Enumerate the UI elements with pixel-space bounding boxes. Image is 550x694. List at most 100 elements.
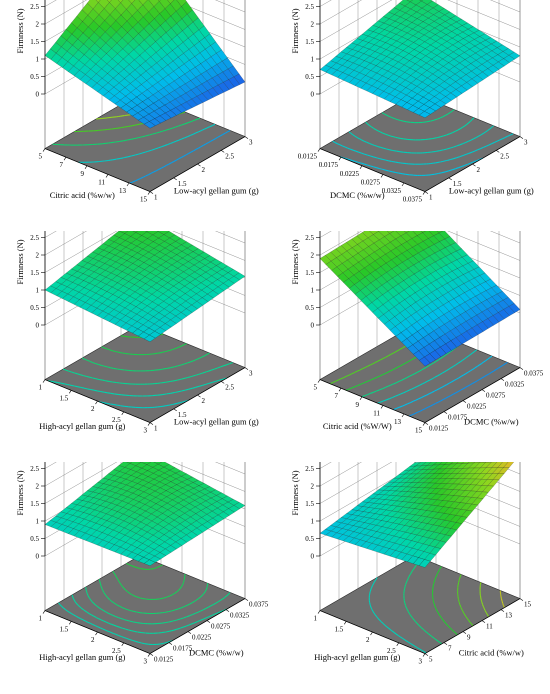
contour-segment	[169, 403, 173, 406]
left-tick-label: 1.5	[335, 625, 344, 633]
right-tick	[462, 400, 467, 403]
left-tick	[422, 422, 426, 426]
contour-segment	[102, 589, 105, 593]
contour-segment	[164, 641, 168, 644]
contour-segment	[351, 386, 355, 389]
contour-segment	[434, 172, 439, 175]
contour-segment	[374, 376, 378, 379]
contour-segment	[371, 608, 374, 612]
contour-segment	[479, 363, 482, 366]
contour-segment	[412, 617, 414, 620]
contour-segment	[206, 352, 210, 355]
right-tick-label: 0.0125	[154, 656, 174, 664]
contour-segment	[100, 390, 105, 393]
contour-segment	[414, 620, 416, 622]
contour-segment	[451, 365, 454, 369]
contour-segment	[367, 364, 371, 367]
contour-segment	[153, 170, 157, 173]
contour-segment	[485, 358, 489, 362]
left-tick-label: 13	[119, 187, 127, 195]
surface-chart-2: 00.511.522.53Firmness (N)0.01250.01750.0…	[290, 0, 534, 204]
contour-segment	[414, 411, 418, 415]
contour-segment	[402, 173, 406, 175]
left-tick-label: 9	[81, 170, 85, 178]
left-tick-label: 3	[144, 427, 148, 435]
contour-segment	[456, 144, 461, 147]
contour-segment	[179, 378, 182, 381]
contour-segment	[407, 402, 411, 405]
contour-segment	[370, 607, 373, 610]
contour-segment	[376, 375, 381, 378]
contour-segment	[120, 115, 125, 117]
contour-segment	[220, 134, 224, 137]
contour-segment	[97, 390, 101, 393]
contour-segment	[411, 373, 415, 376]
contour-segment	[487, 357, 491, 360]
contour-segment	[432, 584, 435, 587]
contour-segment	[54, 381, 58, 384]
contour-segment	[154, 566, 158, 570]
contour-segment	[374, 579, 377, 582]
contour-segment	[105, 611, 107, 613]
contour-segment	[410, 572, 412, 574]
contour-segment	[394, 117, 398, 121]
right-tick	[424, 422, 429, 425]
contour-segment	[148, 149, 152, 152]
contour-segment	[388, 170, 393, 173]
contour-segment	[185, 624, 190, 627]
z-tick-label: 0.5	[305, 304, 314, 312]
contour-segment	[191, 622, 194, 625]
contour-segment	[420, 626, 424, 630]
contour-segment	[358, 161, 362, 164]
contour-segment	[346, 374, 350, 377]
contour-segment	[468, 353, 471, 356]
contour-segment	[113, 572, 116, 576]
contour-segment	[477, 378, 481, 382]
contour-segment	[379, 131, 383, 134]
contour-segment	[459, 576, 461, 579]
contour-segment	[93, 389, 98, 392]
contour-segment	[384, 385, 389, 389]
contour-segment	[446, 368, 450, 371]
contour-segment	[175, 125, 178, 128]
z-axis-label: Firmness (N)	[290, 239, 300, 284]
contour-segment	[190, 133, 194, 136]
contour-segment	[448, 350, 452, 354]
contour-segment	[396, 150, 400, 153]
z-tick-label: 0	[36, 553, 40, 561]
contour-segment	[89, 622, 93, 625]
response-surface	[44, 0, 246, 129]
contour-segment	[386, 148, 390, 151]
contour-segment	[414, 565, 417, 568]
contour-segment	[211, 368, 215, 371]
contour-segment	[425, 631, 429, 635]
contour-segment	[178, 157, 182, 160]
left-axis-line	[319, 610, 426, 654]
contour-segment	[107, 597, 110, 600]
contour-segment	[106, 402, 111, 405]
contour-segment	[390, 135, 395, 138]
contour-segment	[223, 364, 227, 367]
contour-segment	[361, 139, 365, 142]
contour-segment	[202, 383, 206, 386]
contour-segment	[461, 608, 463, 611]
surface-cell	[132, 231, 139, 233]
contour-segment	[437, 640, 441, 643]
contour-segment	[434, 606, 437, 609]
contour-segment	[440, 399, 444, 402]
contour-segment	[181, 155, 185, 158]
contour-segment	[398, 635, 401, 638]
contour-segment	[77, 616, 81, 620]
contour-segment	[148, 172, 152, 176]
contour-segment	[385, 371, 389, 374]
contour-segment	[180, 617, 184, 620]
contour-segment	[200, 594, 203, 598]
contour-segment	[389, 397, 392, 400]
contour-segment	[124, 608, 128, 611]
left-tick	[69, 621, 72, 625]
contour-segment	[451, 380, 455, 383]
contour-segment	[390, 352, 394, 355]
right-tick-label: 0.0375	[249, 601, 269, 609]
contour-segment	[507, 134, 511, 137]
contour-segment	[107, 116, 112, 119]
